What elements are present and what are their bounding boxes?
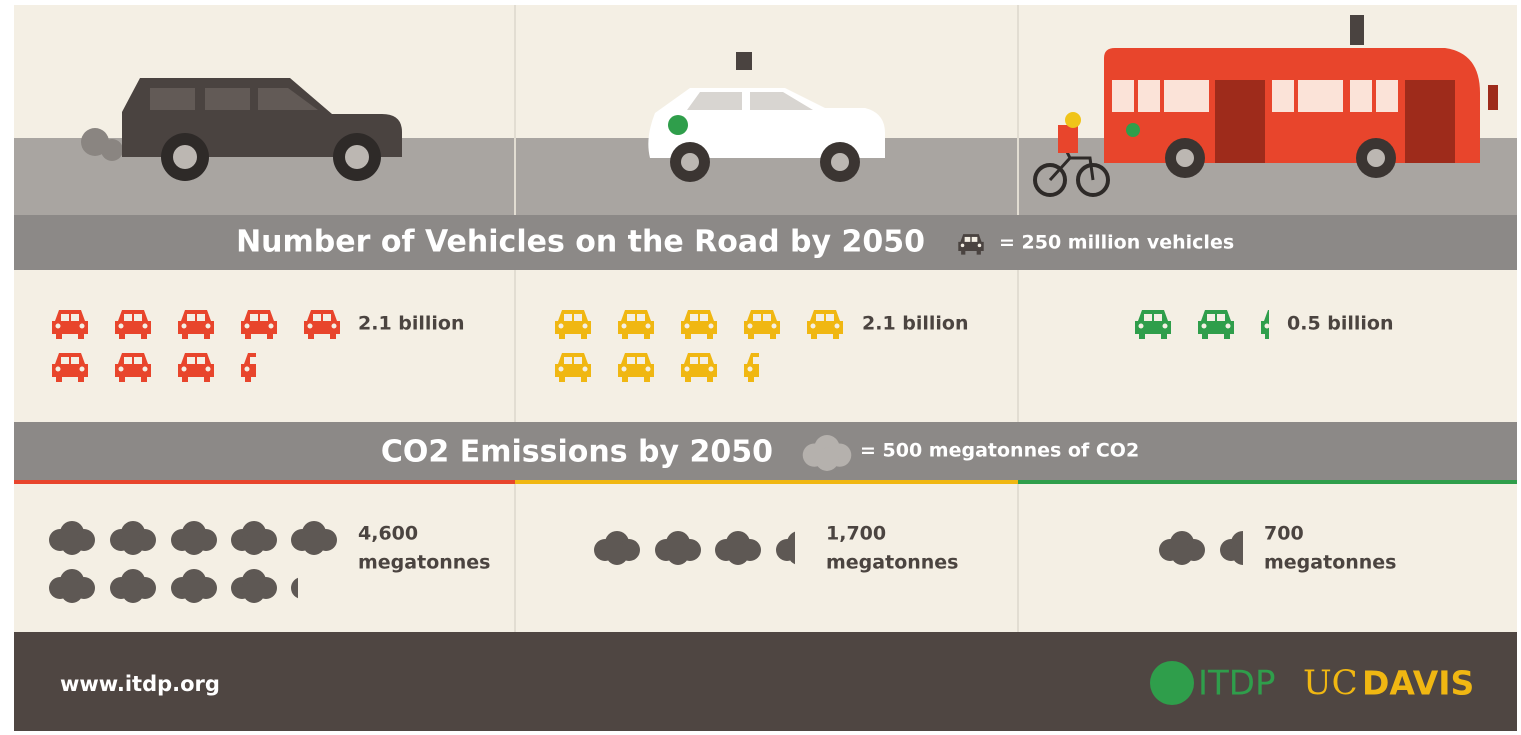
uc-logo: UC: [1303, 663, 1358, 703]
emission-unit: megatonnes: [1264, 552, 1397, 574]
footer: [14, 632, 1517, 731]
itdp-mark: [1150, 661, 1194, 705]
emission-unit: megatonnes: [826, 552, 959, 574]
legend-text: = 250 million vehicles: [999, 232, 1234, 254]
infographic: Number of Vehicles on the Road by 2050 =…: [0, 0, 1521, 731]
section-title: CO2 Emissions by 2050: [381, 435, 773, 470]
emission-unit: megatonnes: [358, 552, 491, 574]
emission-amount: 700: [1264, 523, 1304, 545]
emission-amount: 1,700: [826, 523, 886, 545]
vehicle-row: [14, 270, 1517, 422]
vehicle-count: 0.5 billion: [1287, 313, 1394, 335]
legend-text: = 500 megatonnes of CO2: [860, 440, 1139, 462]
vehicle-count: 2.1 billion: [862, 313, 969, 335]
section-title: Number of Vehicles on the Road by 2050: [236, 225, 925, 260]
emission-amount: 4,600: [358, 523, 418, 545]
url: www.itdp.org: [60, 672, 220, 696]
davis-logo: DAVIS: [1362, 664, 1474, 703]
itdp-logo: ITDP: [1198, 664, 1275, 704]
vehicle-count: 2.1 billion: [358, 313, 465, 335]
